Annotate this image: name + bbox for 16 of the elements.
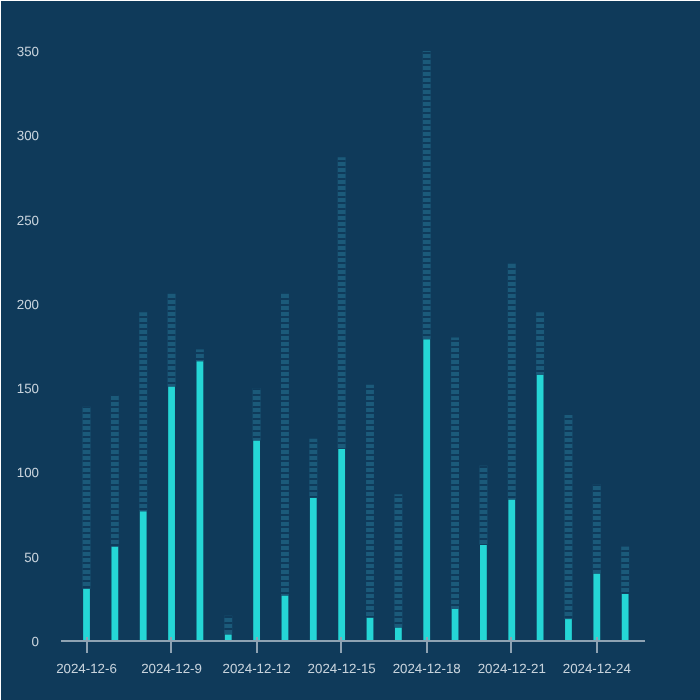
bar [224, 634, 232, 641]
bar [111, 546, 119, 641]
bar [139, 511, 147, 641]
bar [83, 588, 90, 641]
bar [480, 544, 487, 641]
bar [593, 573, 601, 641]
bar [565, 619, 572, 641]
bar [536, 374, 544, 641]
bar [309, 497, 317, 641]
bar [508, 499, 516, 641]
bar [394, 627, 402, 641]
bar [168, 386, 175, 641]
bar [253, 440, 261, 641]
bar [621, 593, 629, 641]
bar [423, 339, 431, 641]
bar [338, 448, 346, 641]
